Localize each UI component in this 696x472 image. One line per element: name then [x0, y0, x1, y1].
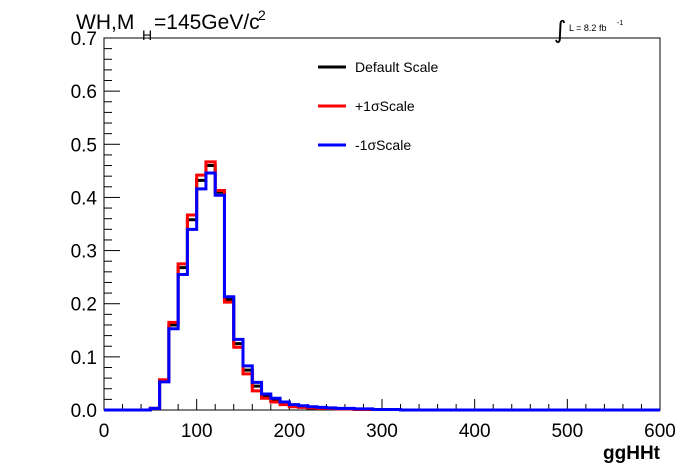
series-group [104, 160, 660, 412]
x-tick-label: 400 [459, 421, 491, 442]
x-axis: 0 100 200 300 400 500 600 [99, 399, 676, 442]
y-tick-label: 0.1 [71, 348, 97, 369]
title-prefix: WH,M [76, 11, 134, 34]
y-tick-label: 0.0 [71, 401, 97, 422]
luminosity-superscript: -1 [617, 20, 623, 27]
legend: Default Scale +1σScale -1σScale [318, 59, 438, 153]
integral-symbol: ∫ [554, 16, 567, 44]
y-axis: 0.0 0.1 0.2 0.3 0.4 0.5 0.6 0.7 [71, 29, 120, 422]
x-tick-label: 500 [551, 421, 583, 442]
legend-label-1: +1σScale [355, 98, 415, 114]
luminosity-text: L = 8.2 fb [569, 23, 606, 33]
x-axis-label: ggHHt [603, 443, 661, 464]
y-tick-label: 0.6 [71, 82, 97, 103]
x-tick-label: 100 [181, 421, 213, 442]
y-tick-label: 0.2 [71, 295, 97, 316]
series-line-2 [104, 171, 660, 412]
chart-title: WH,M H =145GeV/c 2 [76, 7, 266, 43]
title-value: =145GeV/c [154, 11, 260, 34]
legend-label-0: Default Scale [355, 59, 438, 75]
title-subscript: H [142, 27, 152, 43]
series-line-0 [104, 164, 660, 412]
x-tick-label: 200 [273, 421, 305, 442]
y-tick-label: 0.5 [71, 135, 97, 156]
legend-label-2: -1σScale [355, 137, 411, 153]
x-tick-label: 0 [99, 421, 110, 442]
y-tick-label: 0.3 [71, 242, 97, 263]
series-line-1 [104, 160, 660, 412]
y-tick-label: 0.4 [71, 188, 98, 209]
luminosity-label: ∫ L = 8.2 fb -1 [554, 16, 623, 44]
y-tick-label: 0.7 [71, 29, 97, 50]
x-tick-label: 600 [644, 421, 676, 442]
x-tick-label: 300 [366, 421, 398, 442]
title-superscript: 2 [258, 7, 266, 23]
